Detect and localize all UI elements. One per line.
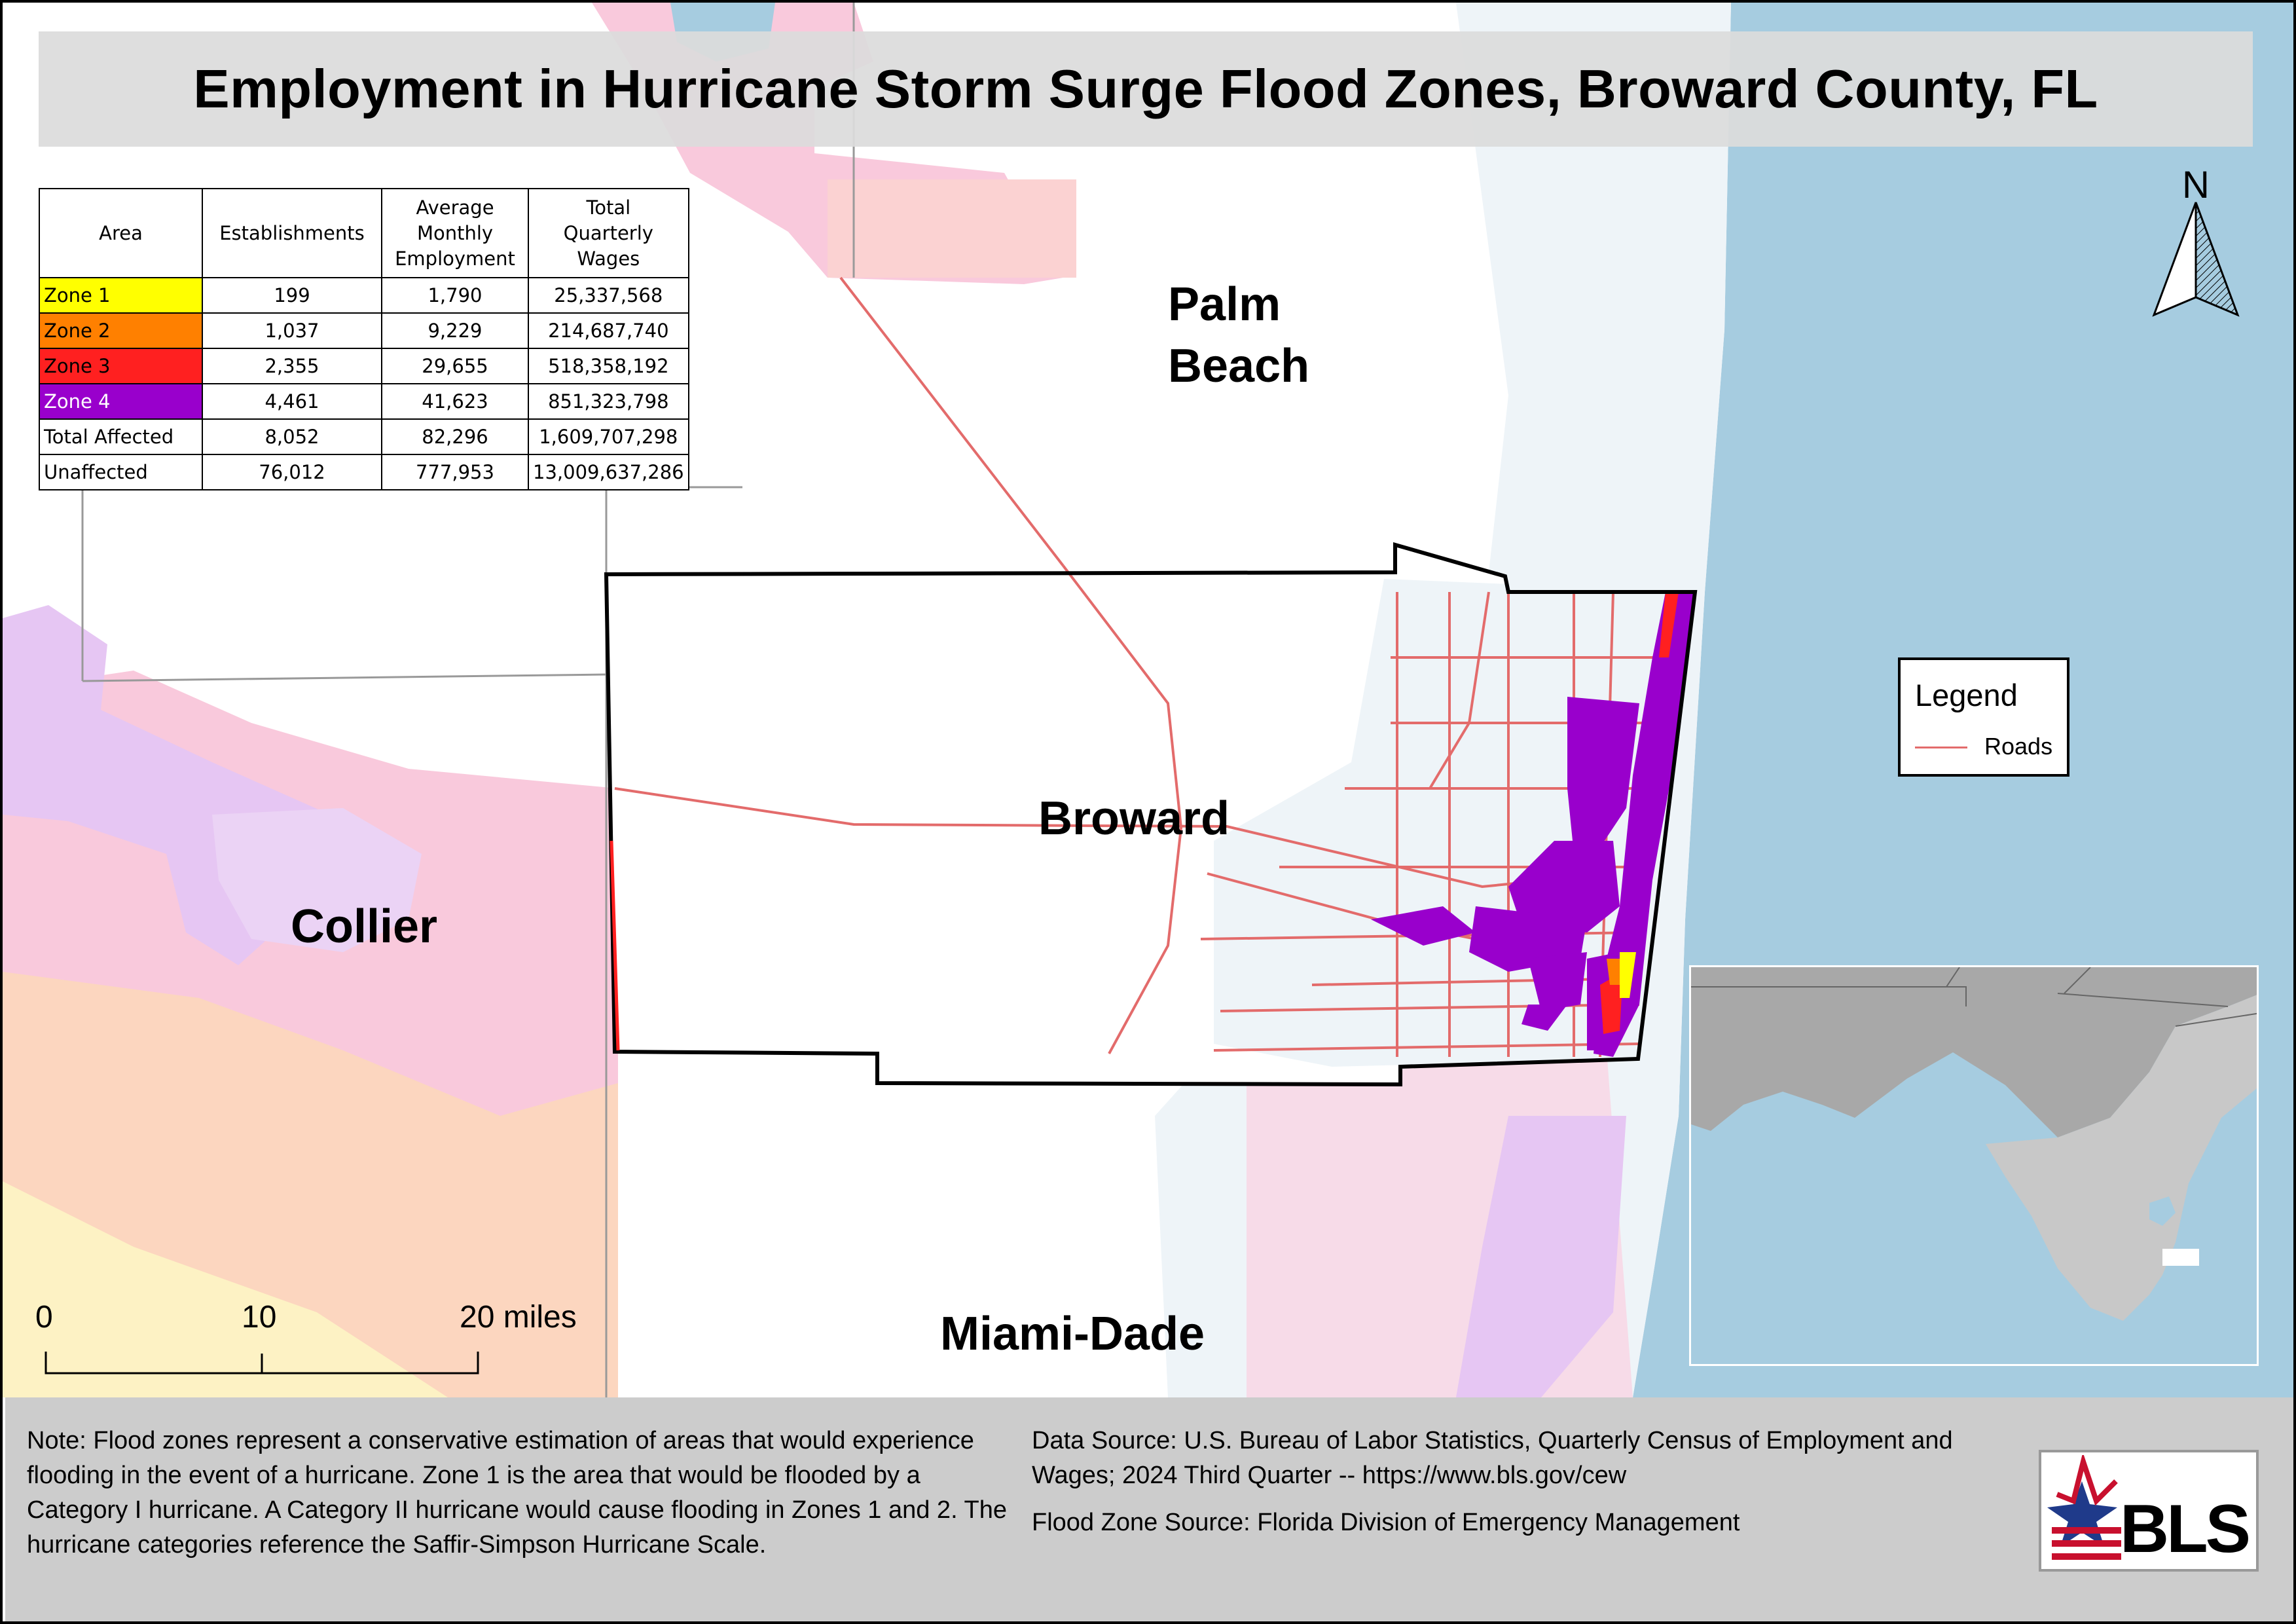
employment-table: Area Establishments Average Monthly Employ… xyxy=(39,188,689,490)
miami-zone-lavender xyxy=(1456,1116,1626,1397)
inset-broward-highlight xyxy=(2162,1249,2199,1266)
legend-box: Legend Roads xyxy=(1898,657,2069,777)
table-row: Zone 2 1,037 9,229 214,687,740 xyxy=(39,312,689,349)
cell-employment: 777,953 xyxy=(381,454,529,490)
label-palm-beach: Palm Beach xyxy=(1168,274,1309,397)
cell-employment: 9,229 xyxy=(381,312,529,349)
cell-wages: 851,323,798 xyxy=(528,383,689,420)
inset-lake xyxy=(2149,1196,2176,1226)
legend-roads-label: Roads xyxy=(1984,733,2053,760)
table-row: Zone 3 2,355 29,655 518,358,192 xyxy=(39,348,689,384)
footer-panel: Note: Flood zones represent a conservati… xyxy=(5,1397,2293,1621)
header-wages: Total Quarterly Wages xyxy=(528,188,689,278)
cell-employment: 1,790 xyxy=(381,277,529,314)
cell-wages: 13,009,637,286 xyxy=(528,454,689,490)
cell-wages: 214,687,740 xyxy=(528,312,689,349)
cell-establishments: 2,355 xyxy=(202,348,382,384)
inset-locator-map xyxy=(1689,965,2259,1366)
scale-tick-0: 0 xyxy=(35,1300,53,1335)
header-establishments: Establishments xyxy=(202,188,382,278)
collier-lavender-lobe xyxy=(212,808,422,952)
bls-logo-icon xyxy=(2047,1455,2121,1560)
table-row: Zone 4 4,461 41,623 851,323,798 xyxy=(39,383,689,420)
scale-bar: 0 10 20 miles xyxy=(29,1293,577,1378)
inset-state-lines xyxy=(1691,967,2257,1027)
bls-logo: BLS xyxy=(2039,1450,2259,1572)
broward-flood-zones xyxy=(1371,592,1695,1057)
label-miami-dade: Miami-Dade xyxy=(940,1308,1205,1360)
inset-florida xyxy=(1986,995,2257,1321)
cell-employment: 41,623 xyxy=(381,383,529,420)
table-row: Unaffected 76,012 777,953 13,009,637,286 xyxy=(39,454,689,490)
label-collier: Collier xyxy=(291,900,438,953)
cell-establishments: 199 xyxy=(202,277,382,314)
cell-wages: 518,358,192 xyxy=(528,348,689,384)
cell-wages: 25,337,568 xyxy=(528,277,689,314)
inset-land-states xyxy=(1691,967,2257,1137)
cell-employment: 29,655 xyxy=(381,348,529,384)
cell-employment: 82,296 xyxy=(381,418,529,455)
header-employment: Average Monthly Employment xyxy=(381,188,529,278)
legend-roads-swatch xyxy=(1915,747,1967,748)
header-area: Area xyxy=(39,188,203,278)
scale-bar-line xyxy=(45,1352,479,1375)
table-row: Zone 1 199 1,790 25,337,568 xyxy=(39,277,689,314)
data-source: Data Source: U.S. Bureau of Labor Statis… xyxy=(1032,1427,1953,1489)
county-line-red xyxy=(610,840,620,1051)
north-zone-red xyxy=(828,179,1076,278)
north-arrow-letter: N xyxy=(2182,164,2210,206)
scale-tick-20: 20 miles xyxy=(460,1300,577,1335)
table-row: Total Affected 8,052 82,296 1,609,707,298 xyxy=(39,418,689,455)
north-arrow: N xyxy=(2150,163,2242,320)
inset-map-svg xyxy=(1691,967,2257,1321)
cell-area: Total Affected xyxy=(39,418,203,455)
cell-establishments: 1,037 xyxy=(202,312,382,349)
table-body: Zone 1 199 1,790 25,337,568 Zone 2 1,037 9,229… xyxy=(39,277,689,490)
cell-establishments: 4,461 xyxy=(202,383,382,420)
flood-zone-note: Note: Flood zones represent a conservati… xyxy=(27,1427,1007,1559)
flood-zone-source: Flood Zone Source: Florida Division of E… xyxy=(1032,1509,1740,1536)
cell-establishments: 8,052 xyxy=(202,418,382,455)
label-palm-beach-line2: Beach xyxy=(1168,339,1310,392)
cell-area: Zone 4 xyxy=(39,383,203,420)
bls-logo-text: BLS xyxy=(2120,1491,2251,1567)
cell-establishments: 76,012 xyxy=(202,454,382,490)
table-header-row: Area Establishments Average Monthly Employ… xyxy=(39,188,689,278)
cell-wages: 1,609,707,298 xyxy=(528,418,689,455)
label-broward: Broward xyxy=(1038,792,1230,845)
broward-boundary xyxy=(604,542,1698,1087)
legend-title: Legend xyxy=(1915,678,2018,712)
title-bar: Employment in Hurricane Storm Surge Floo… xyxy=(39,31,2253,147)
north-arrow-icon xyxy=(2152,202,2240,317)
label-palm-beach-line1: Palm xyxy=(1168,278,1281,331)
cell-area: Unaffected xyxy=(39,454,203,490)
scale-tick-10: 10 xyxy=(242,1300,277,1335)
cell-area: Zone 1 xyxy=(39,277,203,314)
map-title: Employment in Hurricane Storm Surge Floo… xyxy=(193,58,2098,119)
cell-area: Zone 3 xyxy=(39,348,203,384)
cell-area: Zone 2 xyxy=(39,312,203,349)
